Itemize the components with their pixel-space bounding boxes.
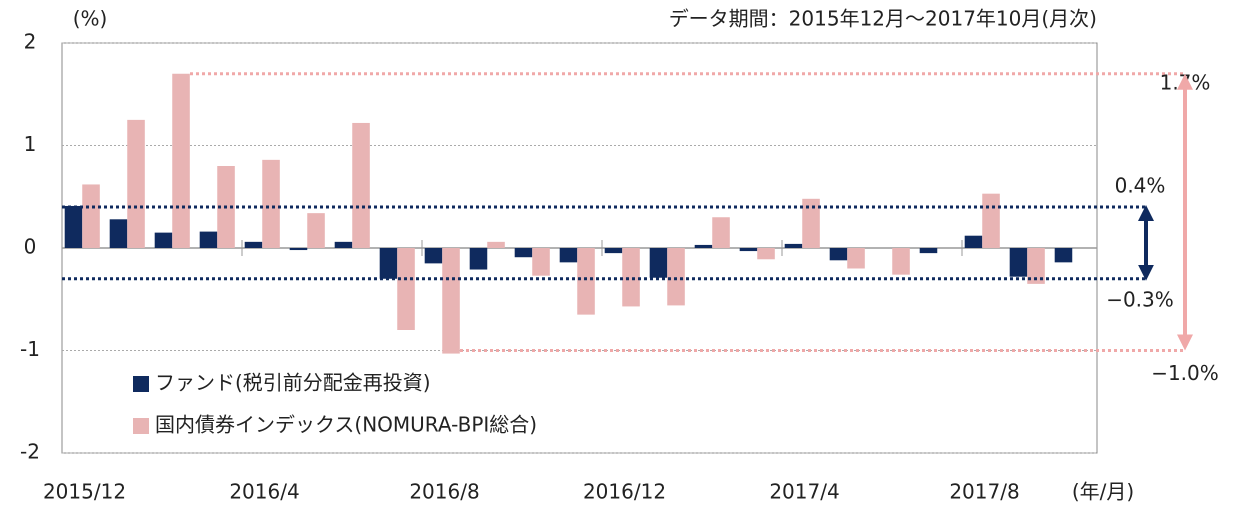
bar <box>919 248 938 254</box>
bar <box>109 219 128 248</box>
bar <box>262 159 280 248</box>
legend-swatch <box>133 418 149 434</box>
x-tick-label: 2015/12 <box>43 480 126 504</box>
bar <box>1054 248 1073 263</box>
y-unit-label: (%) <box>73 7 108 31</box>
bar <box>982 193 1000 248</box>
y-tick-label: 2 <box>24 30 37 54</box>
bar <box>757 248 775 260</box>
bar <box>154 232 173 248</box>
x-tick-label: 2016/12 <box>583 480 666 504</box>
bar <box>532 248 550 276</box>
annotation-label: 0.4% <box>1115 174 1166 198</box>
bar <box>487 241 505 248</box>
x-tick-label: 2017/8 <box>949 480 1019 504</box>
bar <box>397 248 415 330</box>
legend-label: ファンド(税引前分配金再投資) <box>155 371 431 395</box>
bar <box>739 248 758 252</box>
bar <box>892 248 910 275</box>
y-tick-label: 1 <box>24 132 37 156</box>
legend-label: 国内債券インデックス(NOMURA-BPI総合) <box>155 413 537 437</box>
bar <box>334 241 353 248</box>
annotation-label: −1.0% <box>1151 361 1219 385</box>
bar <box>307 213 325 248</box>
bar <box>622 248 640 307</box>
bar <box>1027 248 1045 284</box>
bar <box>1009 248 1028 277</box>
bar <box>577 248 595 315</box>
bar <box>694 244 713 248</box>
subtitle: データ期間：2015年12月～2017年10月(月次) <box>669 7 1097 31</box>
bar <box>784 243 803 248</box>
bar <box>847 248 865 269</box>
bar <box>442 248 460 354</box>
bar <box>559 248 578 263</box>
x-tick-label: 2016/8 <box>409 480 479 504</box>
y-tick-label: -2 <box>20 440 40 464</box>
bar <box>244 241 263 248</box>
y-tick-label: 0 <box>24 235 37 259</box>
bar <box>352 122 370 248</box>
x-tick-label: 2016/4 <box>229 480 299 504</box>
bar <box>604 248 623 254</box>
bar <box>802 198 820 248</box>
bar <box>172 73 190 248</box>
bar <box>289 248 308 251</box>
bar <box>829 248 848 261</box>
annotation-label: −0.3% <box>1106 287 1174 311</box>
bar <box>127 119 145 248</box>
bar <box>649 248 668 278</box>
bar <box>424 248 443 264</box>
y-tick-label: -1 <box>20 337 40 361</box>
bar <box>64 205 83 248</box>
bar <box>712 217 730 248</box>
bar <box>379 248 398 279</box>
legend-swatch <box>133 376 149 392</box>
bar <box>667 248 685 306</box>
bar <box>82 184 100 248</box>
bar <box>199 231 218 248</box>
x-tick-label: 2017/4 <box>769 480 839 504</box>
bar <box>514 248 533 258</box>
bar <box>469 248 488 270</box>
x-unit-label: (年/月) <box>1072 480 1134 504</box>
bar <box>964 235 983 248</box>
